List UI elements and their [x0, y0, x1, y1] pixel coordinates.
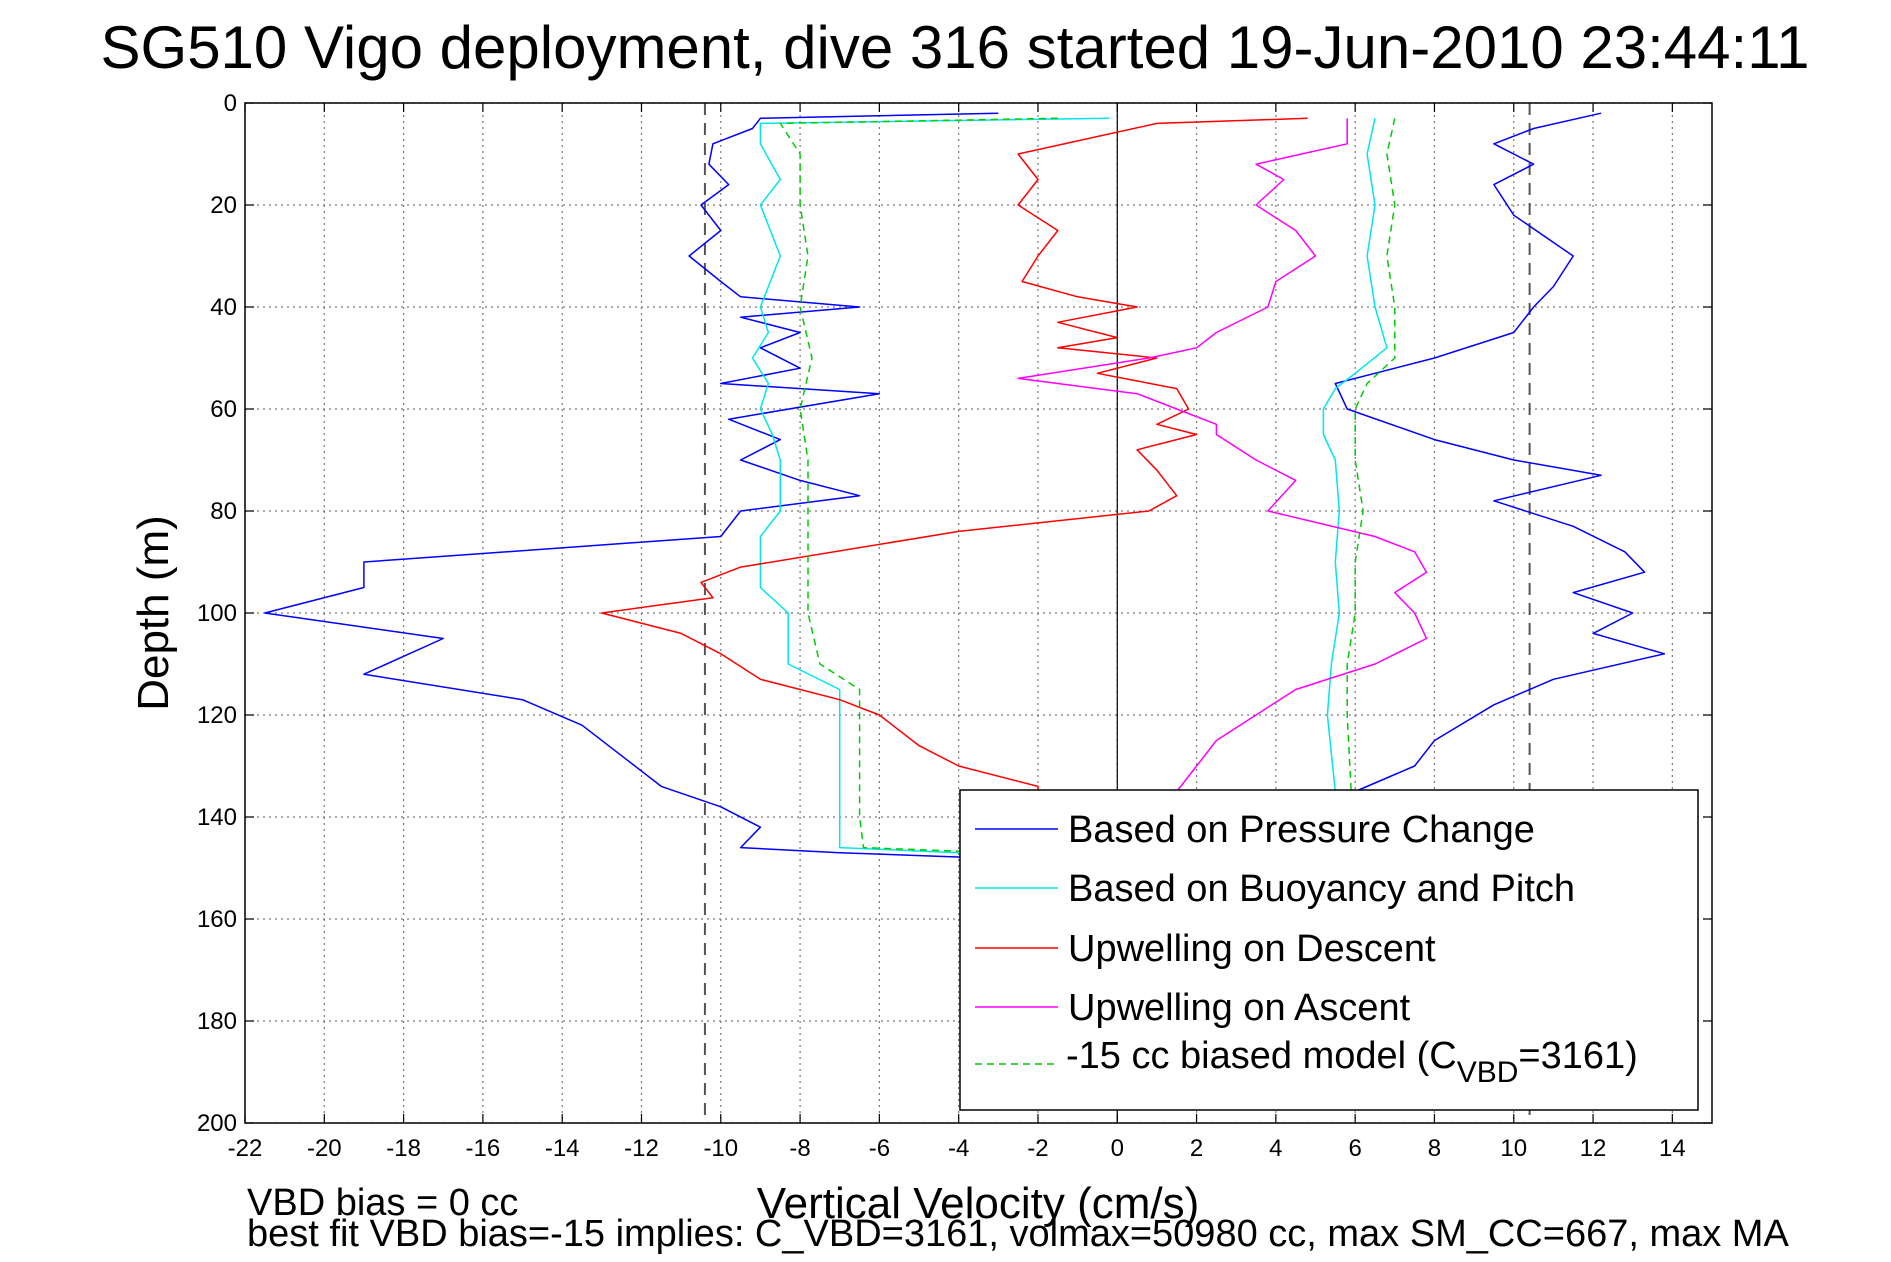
legend-model-prefix: -15 cc biased model (C [1066, 1035, 1457, 1077]
y-tick-label: 140 [197, 804, 237, 831]
y-tick-label: 200 [197, 1110, 237, 1137]
legend-label-descent: Upwelling on Descent [1068, 928, 1436, 970]
x-tick-label: -16 [466, 1135, 501, 1162]
x-tick-label: -12 [624, 1135, 659, 1162]
series-lines [264, 112, 1666, 879]
series-line-4 [779, 117, 1058, 854]
x-tick-label: -6 [869, 1135, 890, 1162]
y-tick-label: 80 [210, 498, 237, 525]
series-line-1 [751, 117, 1110, 854]
x-tick-label: -8 [789, 1135, 810, 1162]
series-line-1 [1322, 118, 1388, 792]
series-line-0 [264, 112, 1019, 879]
y-tick-label: 180 [197, 1008, 237, 1035]
legend-box [959, 789, 1699, 1111]
y-axis-label: Depth (m) [129, 515, 178, 711]
legend-label-model: -15 cc biased model (CVBD=3161) [1066, 1035, 1638, 1089]
vbd-bias-note: VBD bias = 0 cc [247, 1182, 518, 1224]
series-line-0 [1334, 112, 1666, 793]
x-tick-label: -18 [386, 1135, 421, 1162]
y-tick-label: 20 [210, 192, 237, 219]
series-line-3 [1017, 118, 1428, 792]
legend-model-subscript: VBD [1457, 1056, 1519, 1089]
legend: Based on Pressure Change Based on Buoyan… [959, 789, 1699, 1111]
y-axis-ticks: 0 20 40 60 80 100 120 140 160 180 200 [197, 90, 1712, 1137]
x-tick-label: 12 [1580, 1135, 1607, 1162]
series-line-2 [601, 117, 1308, 797]
legend-label-pressure: Based on Pressure Change [1068, 809, 1535, 851]
y-tick-label: 120 [197, 702, 237, 729]
y-tick-label: 160 [197, 906, 237, 933]
y-tick-label: 0 [224, 90, 237, 117]
y-tick-label: 100 [197, 600, 237, 627]
y-tick-label: 40 [210, 294, 237, 321]
x-tick-label: 0 [1111, 1135, 1124, 1162]
x-tick-label: 4 [1269, 1135, 1282, 1162]
x-tick-label: -14 [545, 1135, 580, 1162]
x-tick-label: 10 [1500, 1135, 1527, 1162]
x-tick-label: 2 [1190, 1135, 1203, 1162]
best-fit-note: best fit VBD bias=-15 implies: C_VBD=316… [247, 1213, 1789, 1255]
legend-label-buoyancy: Based on Buoyancy and Pitch [1068, 868, 1575, 910]
legend-label-ascent: Upwelling on Ascent [1068, 987, 1411, 1029]
x-tick-label: 14 [1659, 1135, 1686, 1162]
x-tick-label: -20 [307, 1135, 342, 1162]
legend-model-suffix: =3161) [1518, 1035, 1637, 1077]
x-tick-label: -4 [948, 1135, 969, 1162]
x-tick-label: 8 [1428, 1135, 1441, 1162]
chart-title: SG510 Vigo deployment, dive 316 started … [101, 14, 1810, 81]
x-tick-label: 6 [1348, 1135, 1361, 1162]
x-tick-label: -2 [1027, 1135, 1048, 1162]
y-tick-label: 60 [210, 396, 237, 423]
x-axis-ticks: -22 -20 -18 -16 -14 -12 -10 -8 -6 -4 -2 0 2 4 6 8 10 12 14 [228, 103, 1686, 1162]
x-tick-label: -22 [228, 1135, 263, 1162]
x-axis-label: Vertical Velocity (cm/s) [757, 1179, 1200, 1228]
x-tick-label: -10 [703, 1135, 738, 1162]
